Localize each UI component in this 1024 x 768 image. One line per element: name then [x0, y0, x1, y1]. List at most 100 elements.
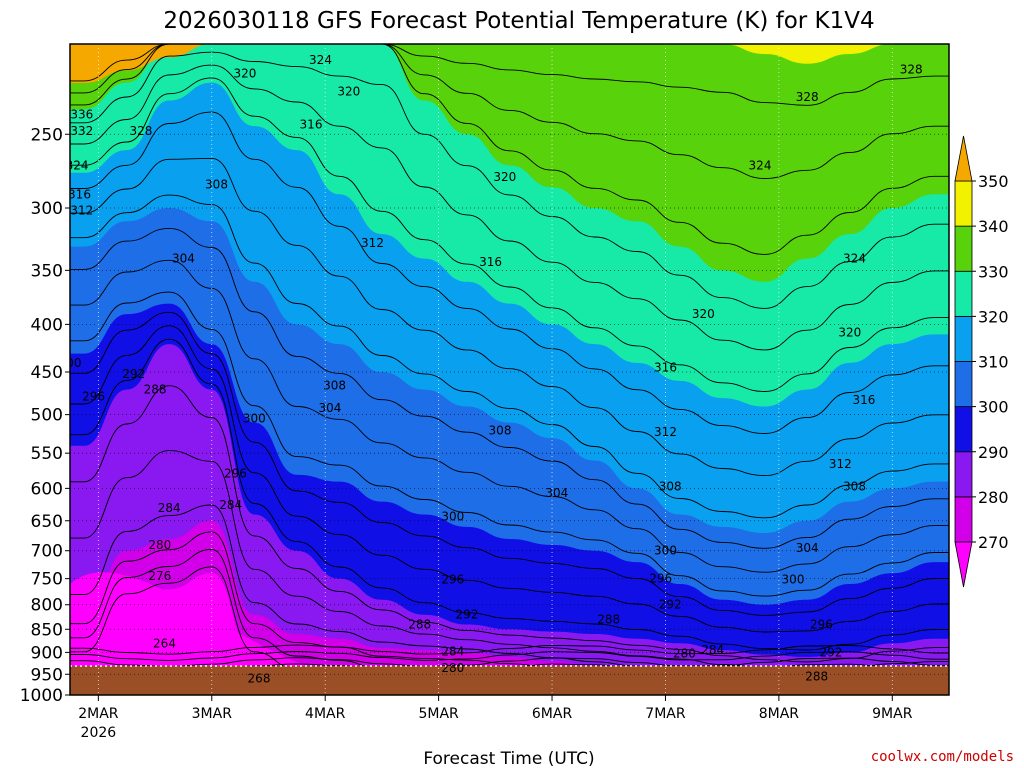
isentrope-line	[70, 325, 949, 633]
contour-label: 328	[900, 63, 923, 77]
contour-label: 320	[692, 307, 715, 321]
contour-label: 292	[122, 367, 145, 381]
contour-label: 296	[441, 573, 464, 587]
isentrope-line	[70, 111, 949, 434]
contour-label: 268	[248, 672, 271, 686]
colorbar-label: 290	[978, 443, 1009, 462]
band-340-350	[70, 44, 949, 74]
y-tick-label: 900	[31, 643, 63, 663]
contour-label: 316	[300, 117, 323, 131]
y-tick-label: 800	[31, 596, 63, 616]
isentrope-line	[70, 44, 949, 179]
colorbar-label: 270	[978, 533, 1009, 552]
isentrope-line	[70, 385, 949, 663]
contour-label: 292	[819, 645, 842, 659]
contour-label: 320	[838, 325, 861, 339]
colorbar: 270 280 290 300 310 320 330 340 350	[954, 135, 1009, 588]
colorbar-segment	[954, 315, 973, 362]
contour-label: 288	[144, 383, 167, 397]
colorbar-label: 350	[978, 172, 1009, 191]
grid	[70, 133, 949, 695]
x-tick-sublabel: 2026	[81, 725, 117, 741]
contour-label: 280	[673, 646, 696, 660]
contour-label: 316	[654, 361, 677, 375]
plot-area: 336 332 328 324 316 312 308 304 300 296 292 288 284 2…	[68, 44, 949, 695]
colorbar-segment	[954, 406, 973, 453]
colorbar-segment	[954, 180, 973, 227]
contour-label: 324	[843, 252, 866, 266]
field-group: 336 332 328 324 316 312 308 304 300 296 292 288 284 2…	[68, 44, 949, 695]
colorbar-max-arrow	[954, 135, 973, 182]
credit-link[interactable]: coolwx.com/models	[871, 749, 1014, 765]
band-cold-pocket	[70, 572, 382, 695]
contour-label: 312	[361, 236, 384, 250]
contour-label: 308	[659, 479, 682, 493]
contour-label: 292	[456, 608, 479, 622]
contour-label: 296	[810, 618, 833, 632]
contour-label: 308	[323, 378, 346, 392]
isentrope-line	[70, 291, 949, 597]
y-tick-label: 300	[31, 199, 63, 219]
contour-label: 308	[489, 424, 512, 438]
x-tick-label: 5MAR	[418, 706, 459, 722]
colorbar-label: 280	[978, 488, 1009, 507]
contour-label: 300	[782, 573, 805, 587]
chart-title: 2026030118 GFS Forecast Potential Temper…	[163, 8, 874, 34]
isentrope-line	[70, 259, 949, 573]
contour-label: 304	[796, 541, 819, 555]
x-tick-label: 6MAR	[532, 706, 573, 722]
contour-label: 280	[148, 538, 171, 552]
contour-label: 292	[659, 598, 682, 612]
colorbar-label: 310	[978, 353, 1009, 372]
contour-labels: 336 332 328 324 316 312 308 304 300 296 292 288 284 2…	[68, 53, 923, 686]
isentrope-line	[70, 651, 949, 661]
contour-label: 304	[172, 252, 195, 266]
y-tick-label: 700	[31, 542, 63, 562]
contour-label: 284	[158, 501, 181, 515]
y-tick-label: 500	[31, 406, 63, 426]
plot-frame	[69, 43, 950, 696]
isentrope-line	[70, 51, 949, 309]
contour-label: 324	[309, 53, 332, 67]
isentrope-line	[70, 194, 949, 519]
colorbar-label: 340	[978, 217, 1009, 236]
y-tick-label: 750	[31, 570, 63, 590]
contour-label: 296	[649, 572, 672, 586]
x-axis-label: Forecast Time (UTC)	[423, 749, 594, 768]
contour-label: 316	[68, 187, 91, 201]
contour-label: 288	[597, 613, 620, 627]
y-tick-label: 450	[31, 363, 63, 383]
contour-label: 296	[224, 466, 247, 480]
contour-label: 320	[233, 66, 256, 80]
y-tick-label: 600	[31, 479, 63, 499]
contour-label: 276	[148, 569, 171, 583]
contour-label: 284	[219, 498, 242, 512]
colorbar-segment	[954, 225, 973, 272]
x-tick-label: 8MAR	[759, 706, 800, 722]
isentrope-line	[70, 644, 949, 655]
contour-label: 308	[843, 479, 866, 493]
y-tick-label: 950	[31, 665, 63, 685]
isentrope-line	[70, 44, 949, 106]
contour-label: 308	[205, 177, 228, 191]
colorbar-segment	[954, 361, 973, 408]
y-tick-label: 350	[31, 261, 63, 281]
y-tick-label: 400	[31, 315, 63, 335]
colorbar-min-arrow	[954, 541, 973, 588]
y-tick-label: 650	[31, 512, 63, 532]
isentrope-line	[70, 657, 949, 667]
colorbar-label: 330	[978, 262, 1009, 281]
contour-label: 336	[70, 107, 93, 121]
colorbar-segment	[954, 270, 973, 317]
contour-label: 332	[70, 124, 93, 138]
isentrope-line	[70, 157, 949, 477]
isentrope-line	[70, 44, 949, 255]
contour-label: 264	[153, 636, 176, 650]
contour-label: 320	[337, 85, 360, 99]
x-tick-label: 4MAR	[305, 706, 346, 722]
contour-label: 300	[441, 509, 464, 523]
contour-label: 312	[70, 204, 93, 218]
isentrope-line	[70, 77, 949, 392]
colorbar-segment	[954, 496, 973, 543]
contour-label: 304	[318, 401, 341, 415]
